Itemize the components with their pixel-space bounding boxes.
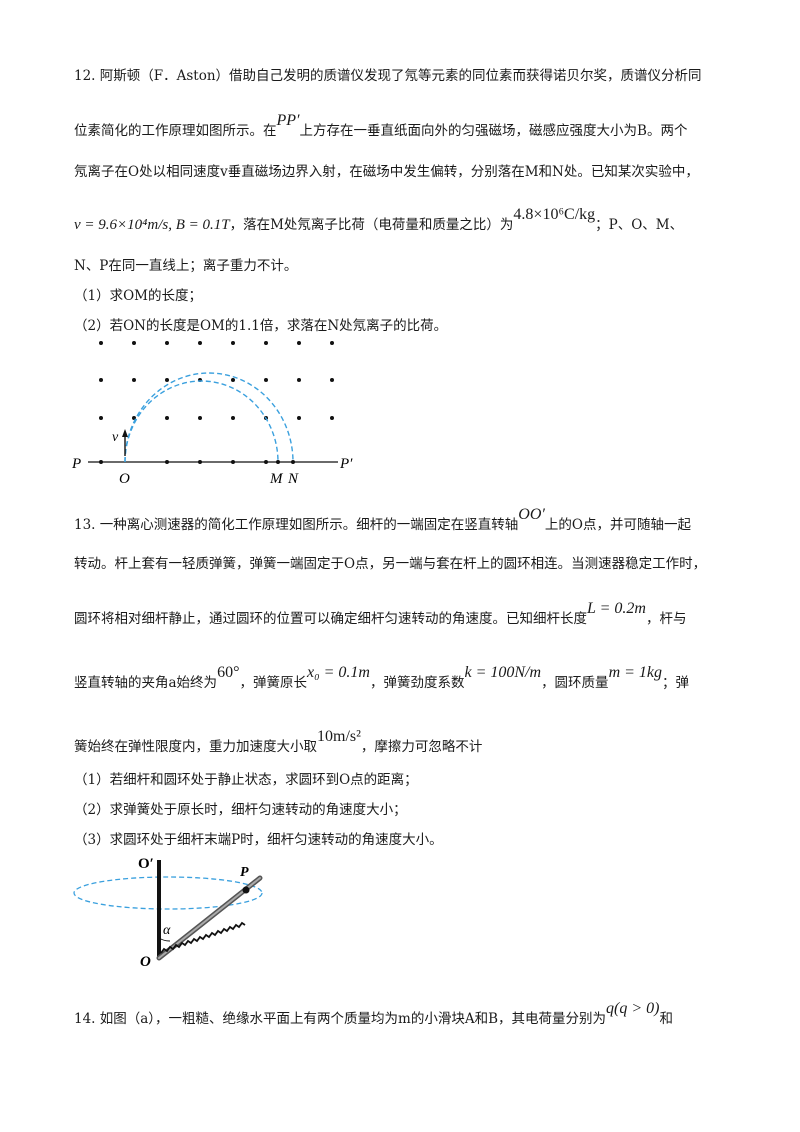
q13-line3b: ，杆与 bbox=[645, 611, 687, 627]
rotation-ellipse bbox=[73, 876, 263, 910]
label-m: M bbox=[269, 471, 284, 487]
q13-sub3: （3）求圆环处于细杆末端P时，细杆匀速转动的角速度大小。 bbox=[74, 832, 443, 848]
q13-line4-m4: m = 1kg bbox=[608, 664, 663, 681]
q14-line1: 14. 如图（a），一粗糙、绝缘水平面上有两个质量均为m的小滑块A和B，其电荷量… bbox=[74, 1000, 673, 1027]
q12-line2b: 上方存在一垂直纸面向外的匀强磁场，磁感应强度大小为B。两个 bbox=[299, 123, 688, 139]
q13-line3: 圆环将相对细杆静止，通过圆环的位置可以确定细杆匀速转动的角速度。已知细杆长度L … bbox=[74, 600, 686, 627]
q13-line1a: 13. 一种离心测速器的简化工作原理如图所示。细杆的一端固定在竖直转轴 bbox=[74, 517, 519, 533]
q13-line4-m3: k = 100N/m bbox=[464, 664, 542, 681]
q13-sub2: （2）求弹簧处于原长时，细杆匀速转动的角速度大小； bbox=[74, 802, 407, 818]
q13-line4c: ，弹簧劲度系数 bbox=[369, 675, 465, 691]
magnetic-field-dots bbox=[99, 341, 334, 464]
q13-line4d: ，圆环质量 bbox=[541, 675, 609, 691]
q13-line4: 竖直转轴的夹角a始终为60°，弹簧原长x₀ = 0.1m，弹簧劲度系数k = 1… bbox=[74, 664, 689, 691]
q13-line4-m1: 60° bbox=[217, 664, 240, 681]
q12-line5: N、P在同一直线上；离子重力不计。 bbox=[74, 258, 298, 274]
label-v: v bbox=[112, 430, 119, 445]
q14-line1-math: q(q > 0) bbox=[606, 1000, 660, 1017]
q12-line2: 位素简化的工作原理如图所示。在PP′上方存在一垂直纸面向外的匀强磁场，磁感应强度… bbox=[74, 112, 687, 139]
q13-line2: 转动。杆上套有一轻质弹簧，弹簧一端固定于O点，另一端与套在杆上的圆环相连。当测速… bbox=[74, 556, 707, 572]
label-o-base: O bbox=[140, 954, 151, 970]
q12-line4b: ；P、O、M、 bbox=[595, 217, 684, 233]
q12-line4a: ，落在M处氖离子比荷（电荷量和质量之比）为 bbox=[229, 217, 514, 233]
q13-line4e: ；弹 bbox=[662, 675, 690, 691]
centrifuge-figure: O′ P α O bbox=[73, 856, 263, 970]
q12-line4-math2: 4.8×10⁶C/kg bbox=[513, 206, 596, 223]
q12-line4: v = 9.6×10⁴m/s, B = 0.1T，落在M处氖离子比荷（电荷量和质… bbox=[74, 206, 683, 234]
q12-line1: 12. 阿斯顿（F．Aston）借助自己发明的质谱仪发现了氖等元素的同位素而获得… bbox=[74, 68, 702, 84]
spring bbox=[160, 921, 246, 954]
point-n bbox=[291, 460, 295, 464]
q13-line5: 簧始终在弹性限度内，重力加速度大小取10m/s²，摩擦力可忽略不计 bbox=[74, 728, 482, 755]
label-n: N bbox=[287, 471, 299, 487]
q13-line5b: ，摩擦力可忽略不计 bbox=[360, 739, 483, 755]
label-pprime: P′ bbox=[339, 456, 353, 472]
q13-line4b: ，弹簧原长 bbox=[239, 675, 307, 691]
q12-line2-math: PP′ bbox=[276, 112, 300, 129]
label-oprime: O′ bbox=[138, 856, 154, 872]
q14-line1b: 和 bbox=[659, 1011, 673, 1027]
q13-line1b: 上的O点，并可随轴一起 bbox=[544, 517, 691, 533]
q12-sub1: （1）求OM的长度； bbox=[74, 288, 202, 304]
q13-line3-math: L = 0.2m bbox=[587, 600, 646, 617]
q13-line5-math: 10m/s² bbox=[317, 728, 361, 745]
angle-arc bbox=[158, 937, 171, 942]
q13-line5a: 簧始终在弹性限度内，重力加速度大小取 bbox=[74, 739, 317, 755]
q13-line4-m2: x₀ = 0.1m bbox=[306, 664, 370, 681]
q14-line1a: 14. 如图（a），一粗糙、绝缘水平面上有两个质量均为m的小滑块A和B，其电荷量… bbox=[74, 1011, 607, 1027]
ring bbox=[242, 886, 250, 894]
q13-sub1: （1）若细杆和圆环处于静止状态，求圆环到O点的距离； bbox=[74, 772, 418, 788]
trajectory-m bbox=[124, 380, 279, 463]
label-o: O bbox=[119, 471, 130, 487]
label-p: P bbox=[71, 456, 81, 472]
q13-line4a: 竖直转轴的夹角a始终为 bbox=[74, 675, 218, 691]
q12-line2a: 位素简化的工作原理如图所示。在 bbox=[74, 123, 277, 139]
q13-line1: 13. 一种离心测速器的简化工作原理如图所示。细杆的一端固定在竖直转轴OO′上的… bbox=[74, 506, 691, 533]
q12-line4-math: v = 9.6×10⁴m/s, B = 0.1T bbox=[74, 217, 230, 233]
label-p-end: P bbox=[240, 865, 249, 880]
q13-line3a: 圆环将相对细杆静止，通过圆环的位置可以确定细杆匀速转动的角速度。已知细杆长度 bbox=[74, 611, 587, 627]
velocity-arrowhead bbox=[122, 429, 128, 437]
q12-sub2: （2）若ON的长度是OM的1.1倍，求落在N处氖离子的比荷。 bbox=[74, 318, 448, 334]
point-m bbox=[276, 460, 280, 464]
q13-line1-math: OO′ bbox=[518, 506, 545, 523]
label-alpha: α bbox=[163, 923, 171, 938]
q12-line3: 氖离子在O处以相同速度v垂直磁场边界入射，在磁场中发生偏转，分别落在M和N处。已… bbox=[74, 164, 699, 180]
trajectory-n bbox=[124, 372, 294, 463]
mass-spectrometer-figure: v P O M N P′ bbox=[71, 341, 353, 487]
